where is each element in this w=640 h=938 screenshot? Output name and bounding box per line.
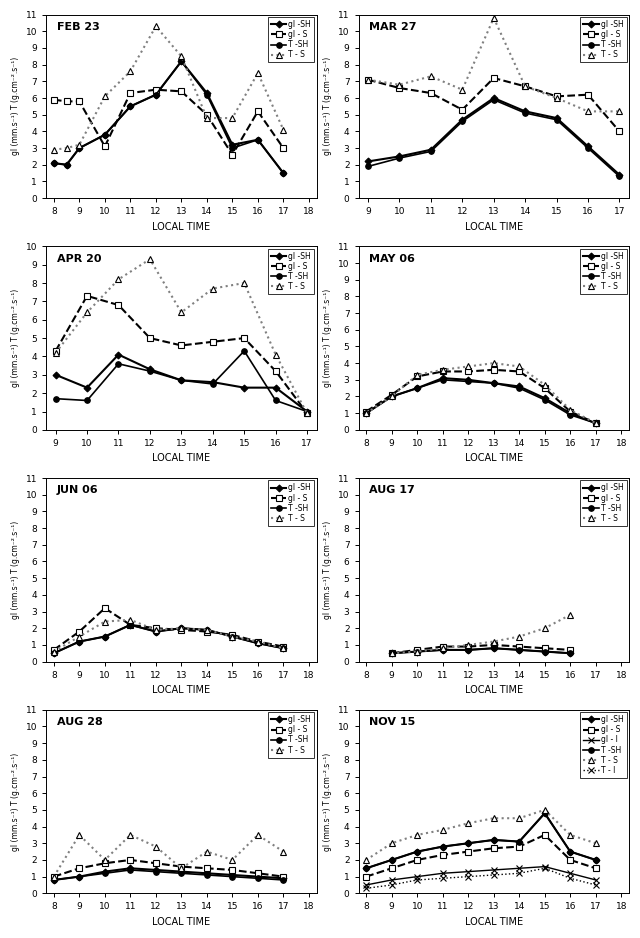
Y-axis label: gl (mm.s⁻¹) T (g.cm⁻².s⁻¹): gl (mm.s⁻¹) T (g.cm⁻².s⁻¹) (11, 521, 20, 619)
Legend: gl -SH, gl - S, T -SH, T - S: gl -SH, gl - S, T -SH, T - S (268, 17, 314, 63)
Text: JUN 06: JUN 06 (57, 485, 99, 495)
X-axis label: LOCAL TIME: LOCAL TIME (152, 916, 211, 927)
X-axis label: LOCAL TIME: LOCAL TIME (465, 916, 523, 927)
X-axis label: LOCAL TIME: LOCAL TIME (465, 453, 523, 463)
Y-axis label: gl (mm.s⁻¹) T (g.cm⁻².s⁻¹): gl (mm.s⁻¹) T (g.cm⁻².s⁻¹) (323, 752, 332, 851)
Text: AUG 17: AUG 17 (369, 485, 415, 495)
Text: AUG 28: AUG 28 (57, 718, 103, 727)
Y-axis label: gl (mm.s⁻¹) T (g.cm⁻².s⁻¹): gl (mm.s⁻¹) T (g.cm⁻².s⁻¹) (323, 289, 332, 387)
Legend: gl -SH, gl - S, T -SH, T - S: gl -SH, gl - S, T -SH, T - S (580, 480, 627, 526)
X-axis label: LOCAL TIME: LOCAL TIME (152, 221, 211, 232)
Legend: gl -SH, gl - S, T -SH, T - S: gl -SH, gl - S, T -SH, T - S (268, 249, 314, 295)
Legend: gl -SH, gl - S, T -SH, T - S: gl -SH, gl - S, T -SH, T - S (268, 480, 314, 526)
Legend: gl -SH, gl - S, T -SH, T - S: gl -SH, gl - S, T -SH, T - S (268, 712, 314, 758)
Legend: gl -SH, gl - S, gl - I, T -SH, T - S, T - I: gl -SH, gl - S, gl - I, T -SH, T - S, T … (580, 712, 627, 778)
Text: FEB 23: FEB 23 (57, 22, 100, 32)
Y-axis label: gl (mm.s⁻¹) T (g.cm⁻².s⁻¹): gl (mm.s⁻¹) T (g.cm⁻².s⁻¹) (323, 521, 332, 619)
X-axis label: LOCAL TIME: LOCAL TIME (465, 685, 523, 695)
Y-axis label: gl (mm.s⁻¹) T (g.cm⁻².s⁻¹): gl (mm.s⁻¹) T (g.cm⁻².s⁻¹) (11, 289, 20, 387)
Y-axis label: gl (mm.s⁻¹) T (g.cm⁻².s⁻¹): gl (mm.s⁻¹) T (g.cm⁻².s⁻¹) (11, 57, 20, 156)
Text: MAY 06: MAY 06 (369, 253, 415, 264)
Text: NOV 15: NOV 15 (369, 718, 415, 727)
X-axis label: LOCAL TIME: LOCAL TIME (465, 221, 523, 232)
Y-axis label: gl (mm.s⁻¹) T (g.cm⁻².s⁻¹): gl (mm.s⁻¹) T (g.cm⁻².s⁻¹) (11, 752, 20, 851)
Legend: gl -SH, gl - S, T -SH, T - S: gl -SH, gl - S, T -SH, T - S (580, 249, 627, 295)
Legend: gl -SH, gl - S, T -SH, T - S: gl -SH, gl - S, T -SH, T - S (580, 17, 627, 63)
X-axis label: LOCAL TIME: LOCAL TIME (152, 453, 211, 463)
Y-axis label: gl (mm.s⁻¹) T (g.cm⁻².s⁻¹): gl (mm.s⁻¹) T (g.cm⁻².s⁻¹) (323, 57, 332, 156)
Text: APR 20: APR 20 (57, 253, 102, 264)
X-axis label: LOCAL TIME: LOCAL TIME (152, 685, 211, 695)
Text: MAR 27: MAR 27 (369, 22, 417, 32)
